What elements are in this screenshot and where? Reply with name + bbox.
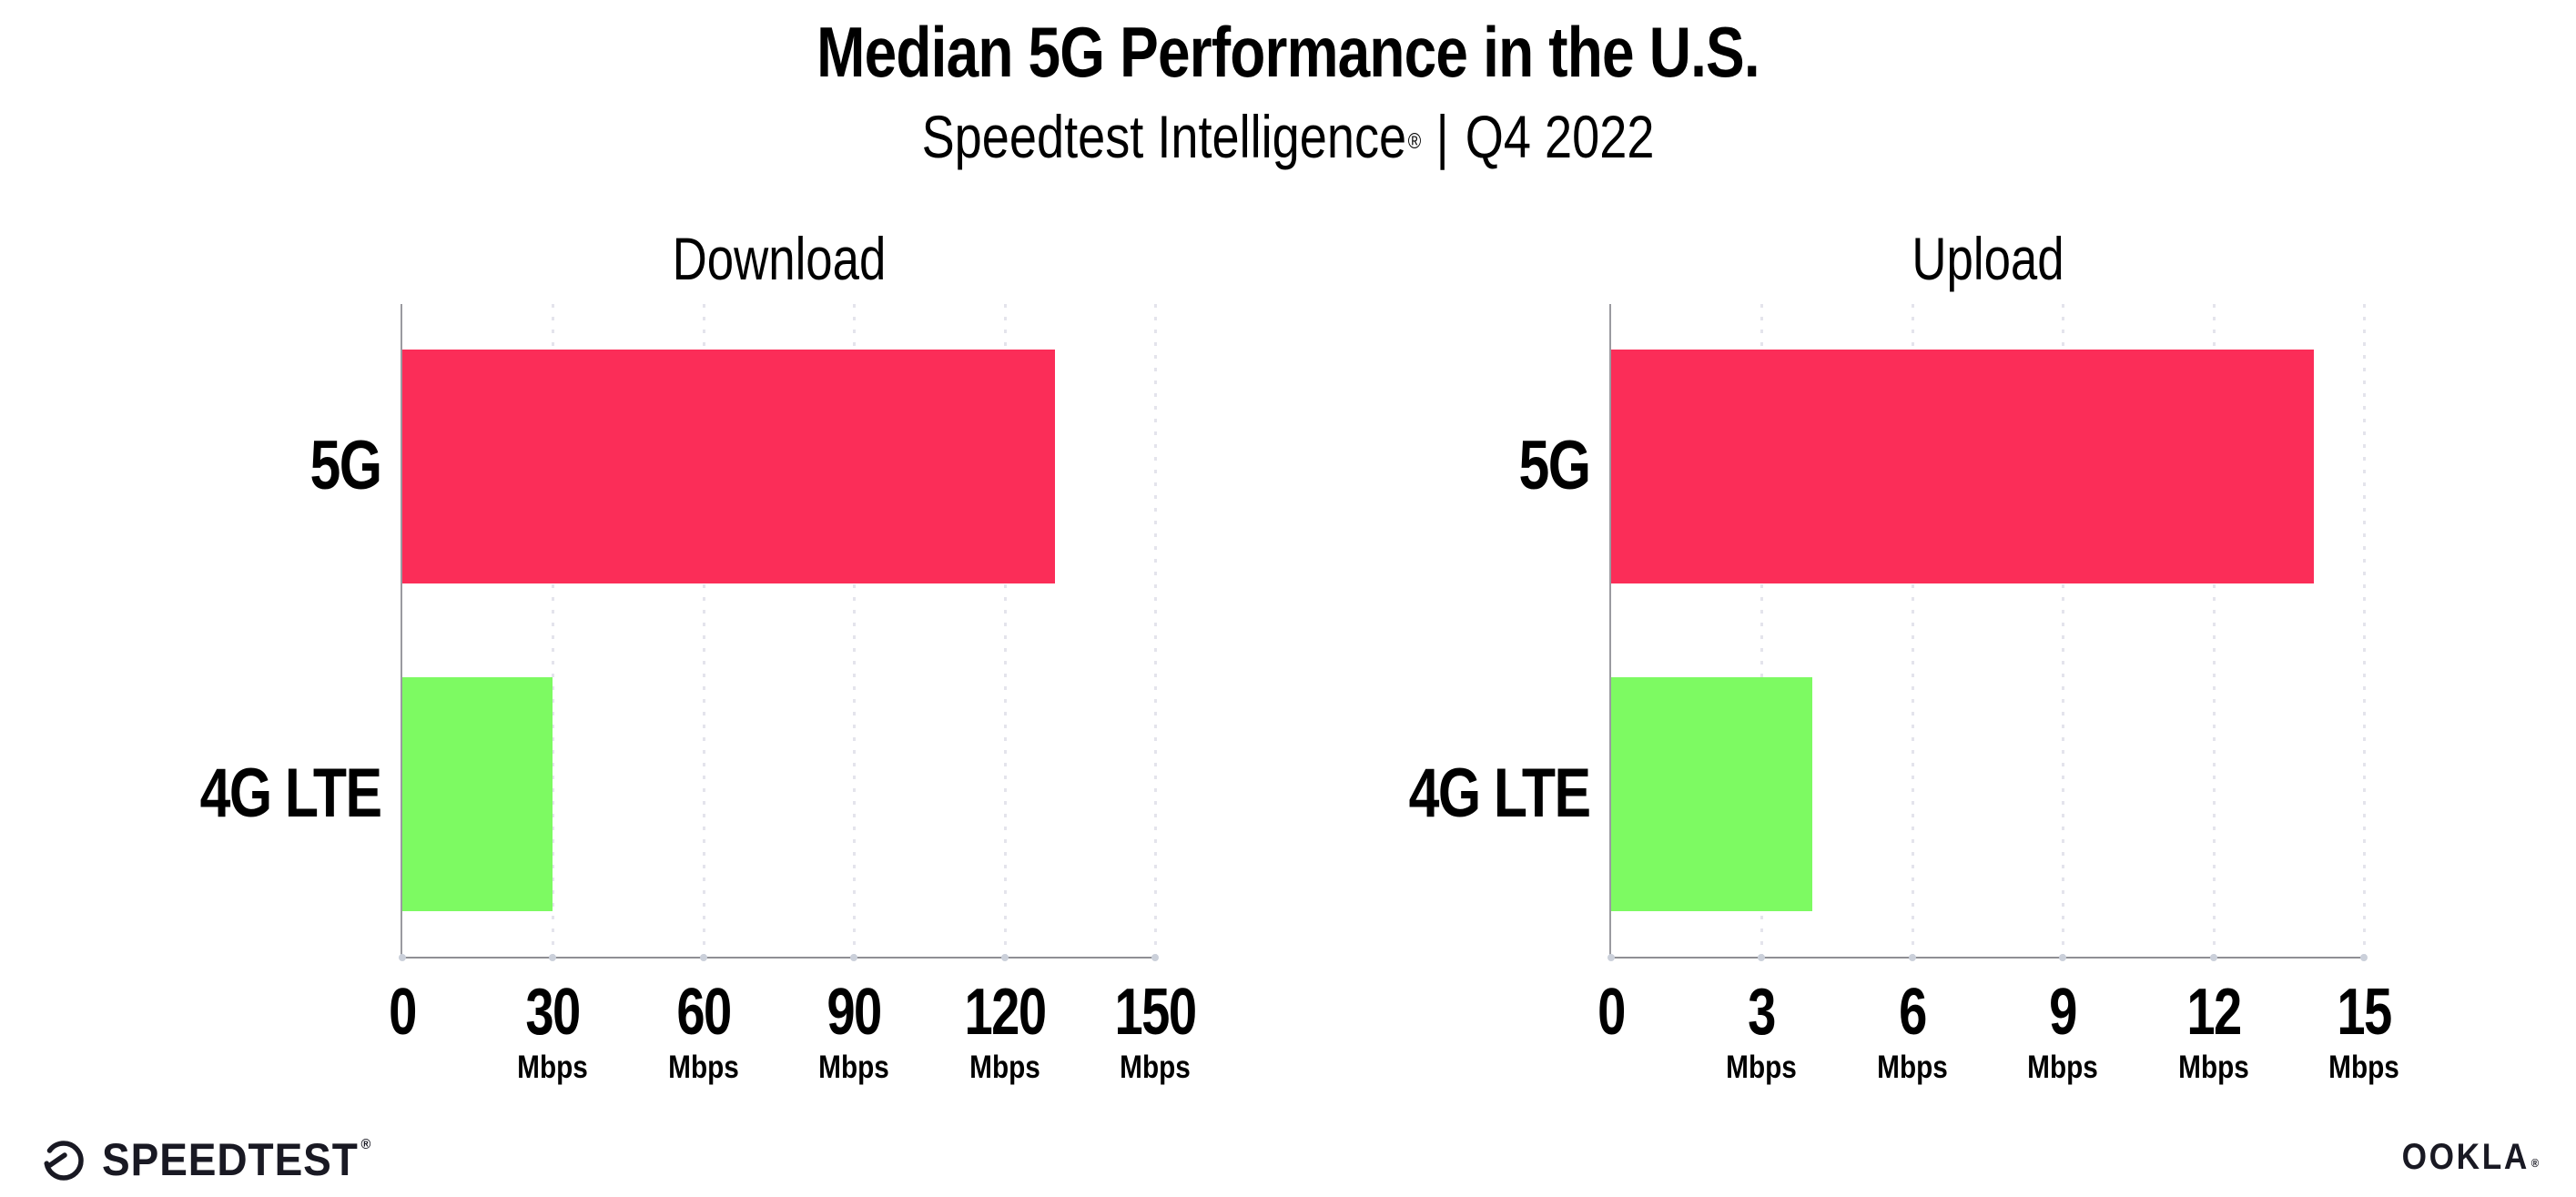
axis-tick xyxy=(850,954,858,961)
gridline xyxy=(2062,304,2065,957)
gridline xyxy=(702,304,705,957)
registered-mark: ® xyxy=(360,1137,372,1152)
x-tick-unit: Mbps xyxy=(517,1050,589,1085)
x-tick-unit: Mbps xyxy=(1120,1050,1191,1085)
category-label-4g-lte: 4G LTE xyxy=(1408,755,1590,832)
x-tick-unit: Mbps xyxy=(969,1050,1040,1085)
axis-tick xyxy=(1151,954,1159,961)
gridline xyxy=(2212,304,2216,957)
download-chart-title: Download xyxy=(672,225,886,292)
page-subtitle: Speedtest Intelligence® | Q4 2022 xyxy=(922,95,1655,178)
bar-5g xyxy=(1611,350,2314,583)
x-tick-unit: Mbps xyxy=(1876,1050,1948,1085)
x-tick-label: 12 xyxy=(2186,976,2242,1049)
axis-tick xyxy=(2059,954,2067,961)
axis-tick xyxy=(549,954,557,961)
x-tick-unit: Mbps xyxy=(2177,1050,2249,1085)
bar-4g-lte xyxy=(402,677,553,911)
axis-tick xyxy=(2360,954,2368,961)
gridline xyxy=(853,304,857,957)
x-tick-label: 3 xyxy=(1748,976,1777,1049)
y-axis-line xyxy=(1609,304,1611,957)
subtitle-period: Q4 2022 xyxy=(1465,103,1655,170)
speedtest-wordmark: SPEEDTEST ® xyxy=(102,1136,370,1183)
upload-chart: Upload 5G 4G LTE 0 3 6 9 12 15 Mbps Mbps… xyxy=(1408,226,2399,1085)
x-tick-label: 6 xyxy=(1898,976,1927,1049)
x-axis-line xyxy=(401,957,1155,959)
x-tick-label: 150 xyxy=(1114,976,1197,1049)
x-tick-label: 9 xyxy=(2049,976,2077,1049)
gridline xyxy=(1911,304,1914,957)
x-tick-unit: Mbps xyxy=(818,1050,890,1085)
axis-tick xyxy=(399,954,406,961)
bar-4g-lte xyxy=(1611,677,1812,911)
ookla-label: OOKLA xyxy=(2401,1137,2530,1177)
axis-tick xyxy=(1607,954,1615,961)
registered-mark: ® xyxy=(1407,129,1422,154)
x-tick-label: 30 xyxy=(525,976,582,1049)
axis-tick xyxy=(2209,954,2217,961)
x-tick-label: 90 xyxy=(827,976,883,1049)
x-tick-label: 15 xyxy=(2337,976,2392,1049)
axis-tick xyxy=(1000,954,1009,961)
gridline xyxy=(1154,304,1157,957)
axis-tick xyxy=(1908,954,1916,961)
axis-tick xyxy=(699,954,707,961)
bar-5g xyxy=(402,350,1055,583)
gridline xyxy=(1003,304,1007,957)
x-tick-unit: Mbps xyxy=(1726,1050,1798,1085)
ookla-logo: OOKLA ® xyxy=(2383,1138,2540,1184)
x-tick-label: 120 xyxy=(964,976,1047,1049)
x-tick-unit: Mbps xyxy=(2027,1050,2099,1085)
x-tick-unit: Mbps xyxy=(667,1050,739,1085)
category-label-5g: 5G xyxy=(309,427,382,504)
ookla-wordmark: OOKLA ® xyxy=(2402,1138,2540,1184)
axis-tick xyxy=(1758,954,1766,961)
x-tick-label: 0 xyxy=(1597,976,1626,1049)
speedtest-gauge-icon xyxy=(44,1141,84,1181)
upload-chart-title: Upload xyxy=(1911,225,2064,292)
x-tick-label: 60 xyxy=(676,976,732,1049)
gridline xyxy=(552,304,555,957)
y-axis-line xyxy=(401,304,402,957)
x-axis-line xyxy=(1609,957,2364,959)
category-label-5g: 5G xyxy=(1518,427,1591,504)
registered-mark: ® xyxy=(2530,1156,2541,1170)
x-tick-label: 0 xyxy=(389,976,417,1049)
download-chart: Download 5G 4G LTE 0 30 60 90 120 150 Mb… xyxy=(199,226,1197,1085)
category-label-4g-lte: 4G LTE xyxy=(199,755,381,832)
page-title: Median 5G Performance in the U.S. xyxy=(816,12,1760,92)
speedtest-logo: SPEEDTEST ® xyxy=(40,1136,392,1183)
subtitle-brand: Speedtest Intelligence xyxy=(921,103,1407,170)
subtitle-separator: | xyxy=(1435,103,1449,170)
gridline xyxy=(2363,304,2366,957)
speedtest-label: SPEEDTEST xyxy=(102,1134,359,1185)
x-tick-unit: Mbps xyxy=(2328,1050,2399,1085)
gridline xyxy=(1760,304,1764,957)
